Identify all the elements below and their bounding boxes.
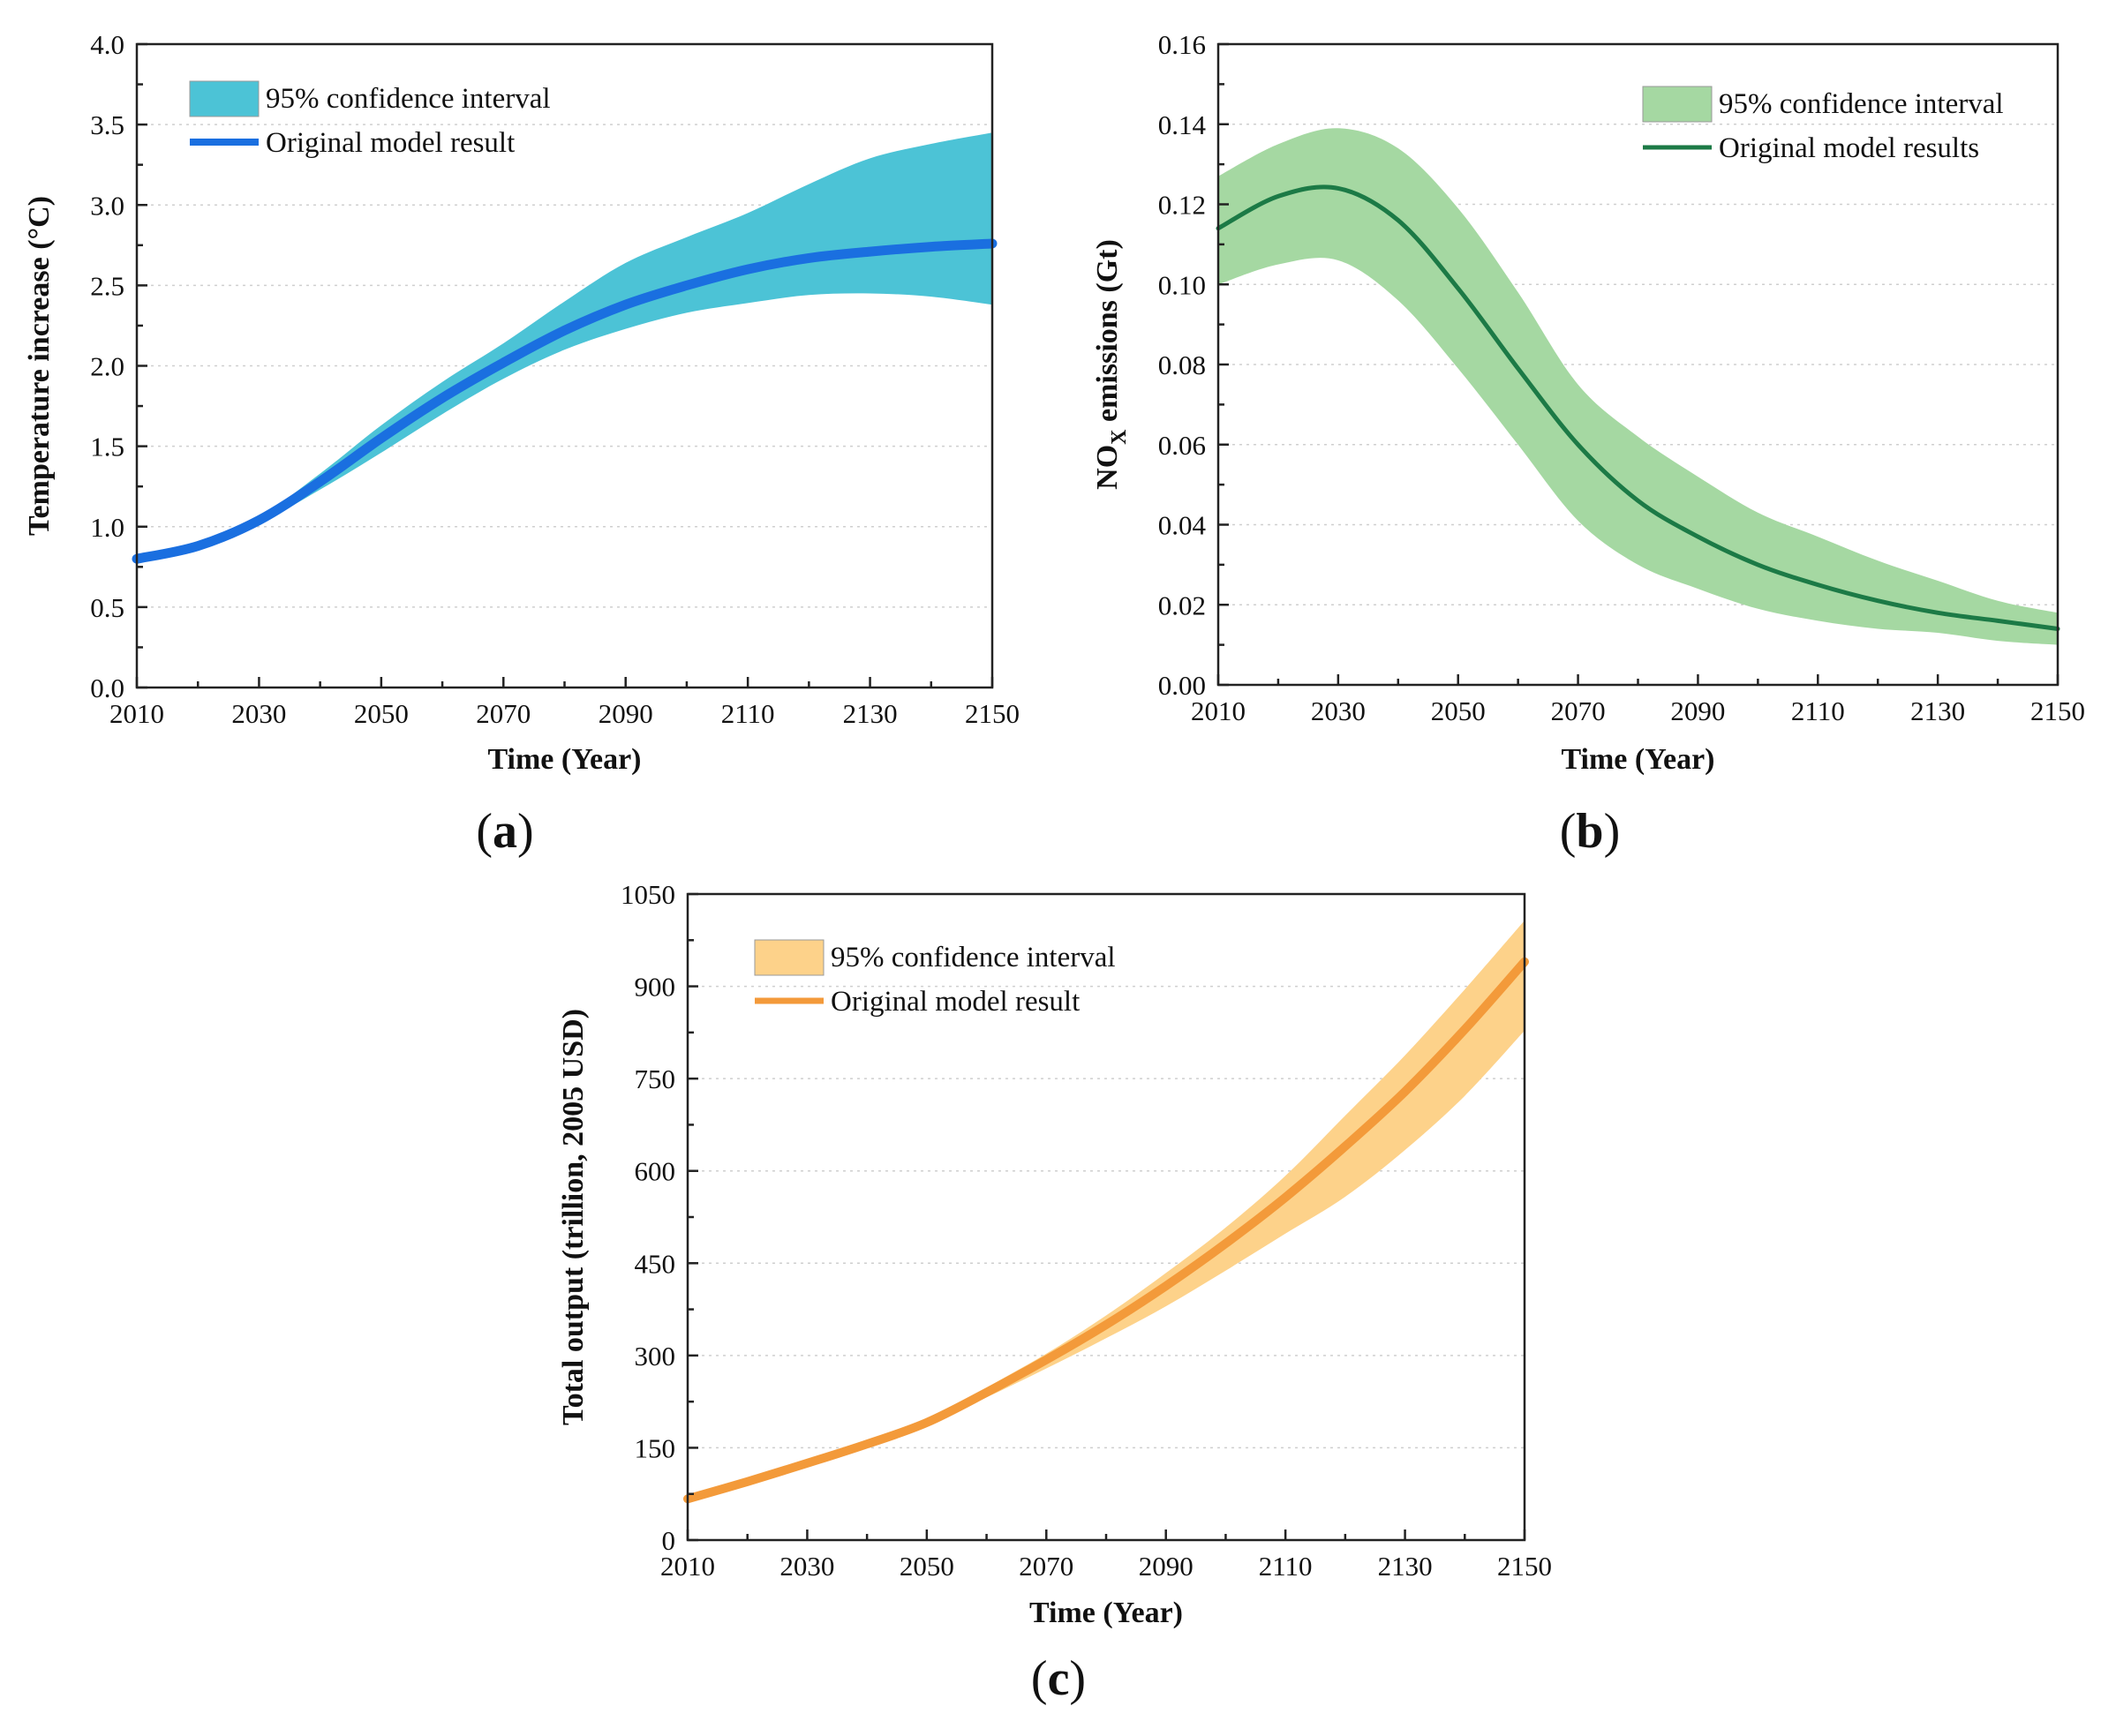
chart-b-legend-line-label: Original model results (1719, 132, 1979, 164)
chart-c-y-tick-label: 900 (635, 972, 676, 1003)
chart-c-y-tick-label: 600 (635, 1156, 676, 1187)
chart-b-panel-letter: b (1576, 804, 1603, 859)
chart-c-x-axis-title: Time (Year) (1029, 1597, 1183, 1629)
chart-b-legend-band-swatch (1642, 86, 1713, 123)
chart-a-grid (137, 124, 992, 608)
chart-b-x-tick-label: 2130 (1910, 695, 1965, 726)
chart-c-y-tick-label: 150 (635, 1432, 676, 1463)
chart-b-y-tick-label: 0.08 (1158, 349, 1206, 380)
chart-b-y-tick-label: 0.12 (1158, 190, 1206, 221)
chart-c-x-tick-label: 2150 (1497, 1551, 1552, 1582)
chart-b-x-tick-label: 2110 (1791, 695, 1845, 726)
chart-c-y-axis-title: Total output (trillion, 2005 USD) (557, 1009, 590, 1425)
chart-c-plot-frame (686, 892, 1526, 1542)
chart-b-x-axis-title: Time (Year) (1561, 743, 1714, 776)
chart-a-x-tick-label: 2010 (109, 698, 164, 729)
chart-c: 2010 2030 2050 2070 2090 2110 2130 2150 0 150 300… (557, 879, 1552, 1706)
chart-a-y-tick-label: 1.5 (90, 432, 124, 462)
chart-c-y-tick-label: 450 (635, 1248, 676, 1279)
chart-c-legend: 95% confidence interval Original model r… (754, 939, 1116, 1018)
chart-b-x-tick-label: 2090 (1670, 695, 1725, 726)
chart-a-x-tick-label: 2090 (599, 698, 653, 729)
chart-b-y-tick-label: 0.10 (1158, 269, 1206, 300)
chart-b-x-tick-label: 2150 (2030, 695, 2085, 726)
chart-b-y-tick-label: 0.16 (1158, 29, 1206, 60)
chart-b-y-tick-label: 0.02 (1158, 590, 1206, 620)
chart-a-panel-label: (a) (476, 804, 533, 859)
chart-b-legend: 95% confidence interval Original model r… (1642, 86, 2004, 164)
chart-c-panel-letter: c (1048, 1651, 1070, 1706)
chart-a-y-tick-label: 1.0 (90, 512, 124, 543)
chart-c-legend-band-label: 95% confidence interval (831, 942, 1116, 973)
chart-b-y-tick-label: 0.06 (1158, 430, 1206, 461)
chart-c-y-ticks: 0 150 300 450 600 750 900 1050 (621, 879, 698, 1556)
chart-b-y-ticks: 0.00 0.02 0.04 0.06 0.08 0.10 0.12 0.14 0.16 (1158, 29, 1229, 701)
chart-a: 2010 2030 2050 2070 2090 2110 2130 2150 0.0 0.5 1… (23, 29, 1020, 859)
chart-b-y-axis-title: NOX emissions (Gt) (1091, 239, 1131, 490)
chart-a-y-ticks: 0.0 0.5 1.0 1.5 2.0 2.5 3.0 3.5 4.0 (90, 29, 147, 703)
chart-a-x-axis-title: Time (Year) (487, 743, 641, 776)
chart-b-x-tick-label: 2070 (1551, 695, 1606, 726)
chart-c-x-tick-label: 2010 (660, 1551, 715, 1582)
chart-c-legend-line-label: Original model result (831, 986, 1080, 1018)
chart-c-x-tick-label: 2030 (779, 1551, 834, 1582)
chart-c-x-tick-label: 2090 (1139, 1551, 1194, 1582)
chart-a-x-tick-label: 2110 (721, 698, 775, 729)
chart-a-y-tick-label: 2.0 (90, 351, 124, 382)
chart-c-grid (688, 985, 1525, 1449)
chart-a-y-tick-label: 3.5 (90, 109, 124, 140)
chart-b-y-axis-title-main: NO (1091, 445, 1124, 490)
chart-c-panel-label: (c) (1031, 1651, 1086, 1706)
chart-a-legend: 95% confidence interval Original model r… (189, 80, 551, 159)
chart-b-ci-band (1218, 128, 2058, 645)
chart-b-y-axis-title-tail: emissions (Gt) (1091, 239, 1124, 429)
chart-a-ci-band (137, 132, 992, 560)
chart-c-legend-band-swatch (754, 939, 825, 976)
chart-a-y-tick-label: 0.5 (90, 592, 124, 623)
chart-b-x-tick-label: 2030 (1311, 695, 1366, 726)
chart-b-y-axis-title-sub: X (1108, 429, 1131, 445)
chart-b-y-tick-label: 0.14 (1158, 109, 1207, 140)
chart-c-x-tick-label: 2050 (900, 1551, 954, 1582)
chart-b: 2010 2030 2050 2070 2090 2110 2130 2150 0.000.0… (1091, 29, 2085, 859)
chart-c-y-tick-label: 0 (662, 1525, 676, 1556)
chart-b-panel-label: (b) (1560, 804, 1620, 859)
chart-b-y-tick-label: 0.00 (1158, 670, 1206, 701)
chart-c-y-tick-label: 750 (635, 1063, 676, 1094)
chart-a-x-ticks: 2010 2030 2050 2070 2090 2110 2130 2150 (109, 677, 1020, 729)
chart-a-y-tick-label: 4.0 (90, 29, 124, 60)
chart-a-legend-band-label: 95% confidence interval (266, 83, 551, 115)
chart-c-model-line (683, 957, 1529, 1504)
chart-a-x-tick-label: 2050 (354, 698, 409, 729)
chart-b-x-ticks: 2010 2030 2050 2070 2090 2110 2130 2150 (1191, 674, 2085, 726)
chart-a-model-line (132, 238, 998, 564)
chart-a-panel-letter: a (493, 804, 517, 859)
chart-c-x-tick-label: 2130 (1378, 1551, 1433, 1582)
chart-c-x-tick-label: 2070 (1019, 1551, 1073, 1582)
chart-b-legend-band-label: 95% confidence interval (1719, 88, 2004, 120)
chart-c-x-ticks: 2010 2030 2050 2070 2090 2110 2130 2150 (660, 1529, 1552, 1582)
chart-c-ci-band (688, 921, 1525, 1499)
chart-c-y-tick-label: 300 (635, 1341, 676, 1372)
chart-a-y-tick-label: 2.5 (90, 270, 124, 301)
chart-a-legend-band-swatch (189, 80, 260, 117)
chart-a-legend-line-label: Original model result (266, 127, 515, 159)
chart-b-x-tick-label: 2050 (1431, 695, 1486, 726)
chart-a-x-tick-label: 2070 (476, 698, 531, 729)
chart-c-x-tick-label: 2110 (1259, 1551, 1313, 1582)
chart-b-x-tick-label: 2010 (1191, 695, 1246, 726)
chart-a-x-tick-label: 2150 (965, 698, 1020, 729)
chart-a-y-axis-title: Temperature increase (°C) (23, 196, 56, 536)
chart-a-y-tick-label: 3.0 (90, 190, 124, 221)
chart-b-y-tick-label: 0.04 (1158, 510, 1207, 541)
chart-a-y-tick-label: 0.0 (90, 673, 124, 703)
chart-a-x-tick-label: 2130 (843, 698, 898, 729)
chart-c-y-tick-label: 1050 (621, 879, 675, 910)
chart-b-model-line (1216, 184, 2060, 631)
chart-a-x-tick-label: 2030 (231, 698, 286, 729)
